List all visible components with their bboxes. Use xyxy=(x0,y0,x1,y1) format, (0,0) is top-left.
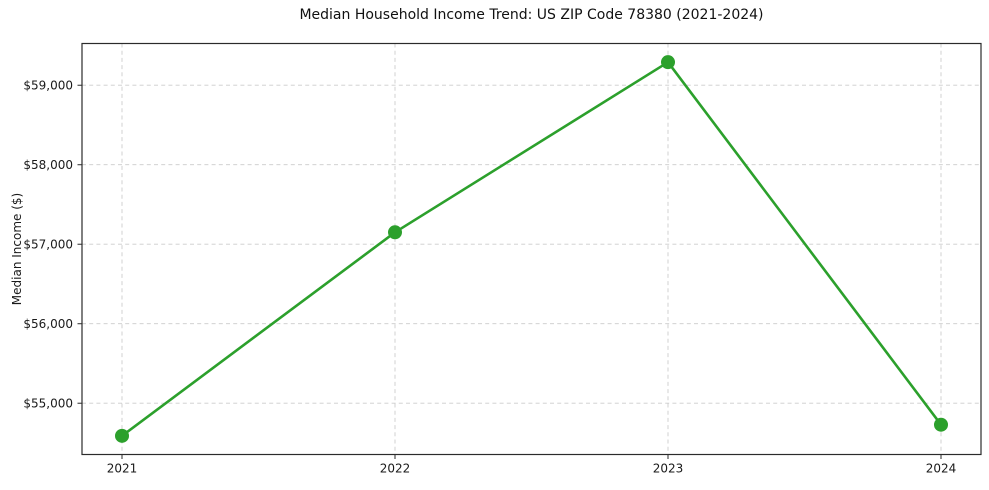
y-tick-label: $59,000 xyxy=(23,78,73,92)
tick-labels: $55,000 $56,000 $57,000 $58,000 $59,000 2021 2… xyxy=(23,78,956,475)
series-line xyxy=(120,60,943,438)
y-tick-label: $56,000 xyxy=(23,317,73,331)
x-tick-label: 2023 xyxy=(653,462,684,476)
data-series xyxy=(115,55,948,443)
grid-lines xyxy=(82,43,981,455)
y-tick-label: $55,000 xyxy=(23,396,73,410)
data-point xyxy=(661,55,675,70)
plot-border xyxy=(81,42,982,456)
y-tick-label: $58,000 xyxy=(23,158,73,172)
x-tick-label: 2021 xyxy=(107,462,138,476)
data-point xyxy=(388,225,402,240)
x-tick-label: 2024 xyxy=(926,462,957,476)
x-tick-label: 2022 xyxy=(380,462,411,476)
data-point xyxy=(115,428,129,443)
data-point xyxy=(934,417,948,432)
axes-spines xyxy=(81,42,982,456)
y-tick-label: $57,000 xyxy=(23,237,73,251)
axis-ticks xyxy=(77,84,942,459)
chart-title: Median Household Income Trend: US ZIP Co… xyxy=(299,7,764,23)
